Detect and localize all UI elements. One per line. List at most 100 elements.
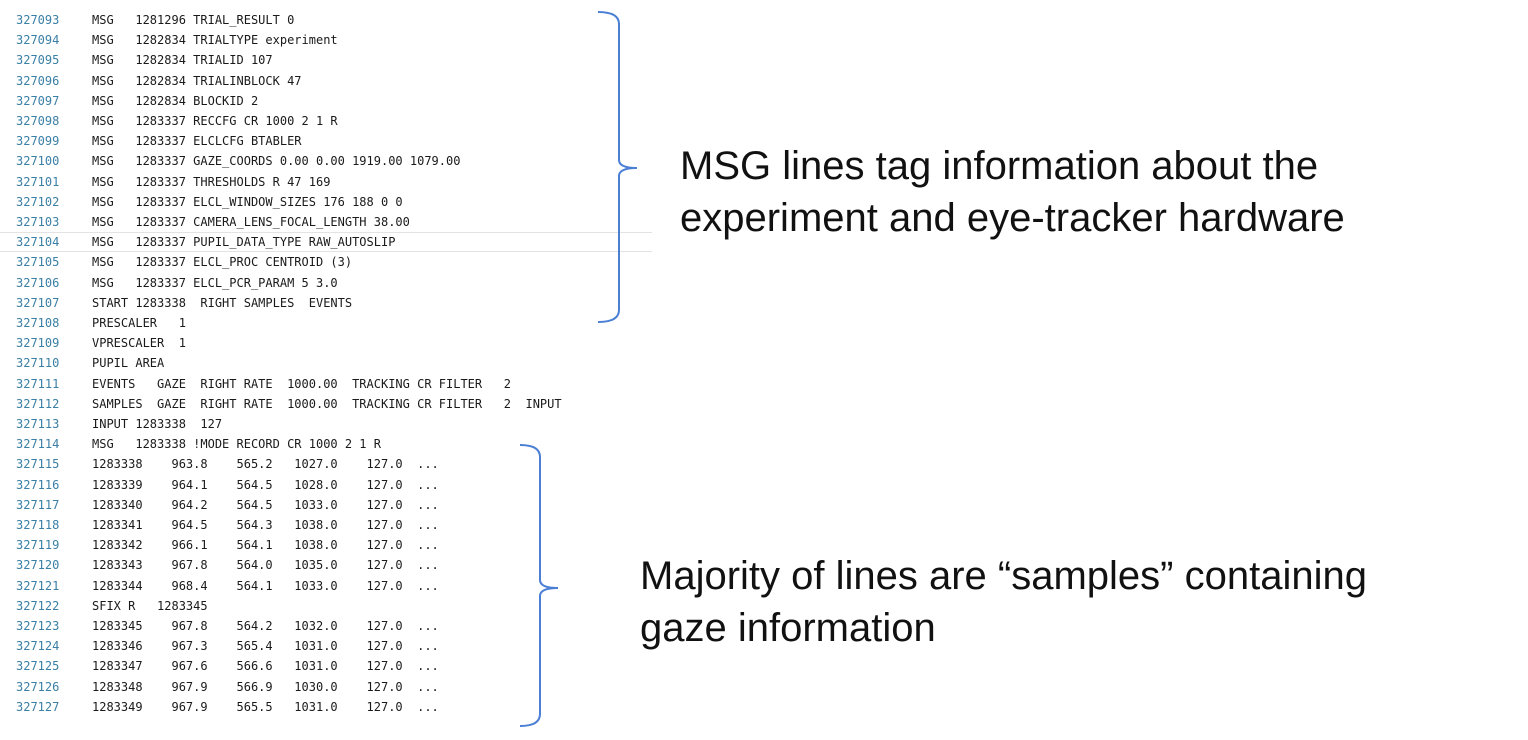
line-text: SFIX R 1283345 — [92, 598, 208, 613]
line-number: 327110 — [16, 356, 60, 371]
line-text: MSG 1283338 !MODE RECORD CR 1000 2 1 R — [92, 437, 381, 452]
line-number: 327116 — [16, 477, 60, 492]
log-line: 327111 EVENTS GAZE RIGHT RATE 1000.00 TRA… — [0, 374, 652, 394]
line-number: 327117 — [16, 497, 60, 512]
log-line: 327121 1283344 968.4 564.1 1033.0 127.0 .… — [0, 576, 652, 596]
line-text: 1283344 968.4 564.1 1033.0 127.0 ... — [92, 578, 439, 593]
line-text: PRESCALER 1 — [92, 316, 186, 330]
line-number: 327097 — [16, 93, 60, 108]
log-line: 327126 1283348 967.9 566.9 1030.0 127.0 .… — [0, 677, 652, 697]
log-line: 327110 PUPIL AREA — [0, 353, 652, 373]
log-line: 327114 MSG 1283338 !MODE RECORD CR 1000 2… — [0, 434, 652, 454]
log-line: 327124 1283346 967.3 565.4 1031.0 127.0 .… — [0, 636, 652, 656]
log-line: 327097 MSG 1282834 BLOCKID 2 — [0, 91, 652, 111]
line-text: 1283347 967.6 566.6 1031.0 127.0 ... — [92, 659, 439, 674]
line-number: 327127 — [16, 699, 60, 714]
line-number: 327102 — [16, 194, 60, 209]
log-line: 327095 MSG 1282834 TRIALID 107 — [0, 50, 652, 70]
line-text: 1283343 967.8 564.0 1035.0 127.0 ... — [92, 558, 439, 573]
log-line: 327106 MSG 1283337 ELCL_PCR_PARAM 5 3.0 — [0, 273, 652, 293]
log-line: 327105 MSG 1283337 ELCL_PROC CENTROID (3) — [0, 252, 652, 272]
log-line: 327122 SFIX R 1283345 — [0, 596, 652, 616]
line-text: MSG 1282834 TRIALINBLOCK 47 — [92, 73, 302, 88]
line-text: MSG 1282834 TRIALTYPE experiment — [92, 33, 338, 48]
line-text: 1283346 967.3 565.4 1031.0 127.0 ... — [92, 639, 439, 654]
line-number: 327120 — [16, 558, 60, 573]
line-text: MSG 1283337 CAMERA_LENS_FOCAL_LENGTH 38.… — [92, 215, 410, 229]
line-text: 1283345 967.8 564.2 1032.0 127.0 ... — [92, 619, 439, 633]
line-number: 327098 — [16, 114, 60, 128]
log-line: 327102 MSG 1283337 ELCL_WINDOW_SIZES 176 … — [0, 192, 652, 212]
log-line: 327116 1283339 964.1 564.5 1028.0 127.0 .… — [0, 475, 652, 495]
line-number: 327109 — [16, 336, 60, 351]
line-text: MSG 1283337 PUPIL_DATA_TYPE RAW_AUTOSLIP — [92, 235, 396, 250]
log-line: 327127 1283349 967.9 565.5 1031.0 127.0 .… — [0, 697, 652, 717]
log-line: 327098 MSG 1283337 RECCFG CR 1000 2 1 R — [0, 111, 652, 131]
line-number: 327101 — [16, 174, 60, 189]
log-line: 327096 MSG 1282834 TRIALINBLOCK 47 — [0, 71, 652, 91]
log-line: 327115 1283338 963.8 565.2 1027.0 127.0 .… — [0, 454, 652, 474]
log-line: 327118 1283341 964.5 564.3 1038.0 127.0 .… — [0, 515, 652, 535]
line-text: MSG 1283337 ELCLCFG BTABLER — [92, 134, 302, 149]
line-number: 327112 — [16, 396, 60, 411]
line-text: MSG 1281296 TRIAL_RESULT 0 — [92, 13, 295, 27]
line-text: MSG 1283337 ELCL_WINDOW_SIZES 176 188 0 … — [92, 194, 403, 209]
line-number: 327093 — [16, 13, 60, 27]
line-number: 327094 — [16, 33, 60, 48]
log-line: 327104 MSG 1283337 PUPIL_DATA_TYPE RAW_AU… — [0, 232, 652, 253]
log-line: 327093 MSG 1281296 TRIAL_RESULT 0 — [0, 10, 652, 30]
line-number: 327124 — [16, 639, 60, 654]
line-number: 327105 — [16, 255, 60, 270]
line-number: 327107 — [16, 295, 60, 310]
line-number: 327099 — [16, 134, 60, 149]
log-line: 327108 PRESCALER 1 — [0, 313, 652, 333]
line-text: SAMPLES GAZE RIGHT RATE 1000.00 TRACKING… — [92, 396, 562, 411]
log-line: 327120 1283343 967.8 564.0 1035.0 127.0 .… — [0, 555, 652, 575]
line-number: 327103 — [16, 215, 60, 229]
line-number: 327121 — [16, 578, 60, 593]
line-number: 327115 — [16, 457, 60, 472]
log-line: 327123 1283345 967.8 564.2 1032.0 127.0 .… — [0, 616, 652, 636]
line-text: MSG 1283337 RECCFG CR 1000 2 1 R — [92, 114, 338, 128]
line-number: 327111 — [16, 376, 60, 391]
line-text: MSG 1283337 ELCL_PCR_PARAM 5 3.0 — [92, 275, 338, 290]
line-number: 327114 — [16, 437, 60, 452]
line-text: MSG 1282834 TRIALID 107 — [92, 53, 273, 68]
line-number: 327108 — [16, 316, 60, 330]
line-text: VPRESCALER 1 — [92, 336, 186, 351]
line-text: 1283340 964.2 564.5 1033.0 127.0 ... — [92, 497, 439, 512]
line-text: MSG 1283337 THRESHOLDS R 47 169 — [92, 174, 331, 189]
log-line: 327094 MSG 1282834 TRIALTYPE experiment — [0, 30, 652, 50]
line-number: 327122 — [16, 598, 60, 613]
log-line: 327099 MSG 1283337 ELCLCFG BTABLER — [0, 131, 652, 151]
line-text: 1283348 967.9 566.9 1030.0 127.0 ... — [92, 679, 439, 694]
line-text: MSG 1282834 BLOCKID 2 — [92, 93, 259, 108]
line-number: 327125 — [16, 659, 60, 674]
log-line: 327103 MSG 1283337 CAMERA_LENS_FOCAL_LENG… — [0, 212, 652, 232]
line-number: 327123 — [16, 619, 60, 633]
line-number: 327119 — [16, 538, 60, 553]
msg-lines-brace — [597, 11, 638, 323]
line-number: 327106 — [16, 275, 60, 290]
log-line: 327100 MSG 1283337 GAZE_COORDS 0.00 0.00 … — [0, 151, 652, 171]
log-viewer: 327093 MSG 1281296 TRIAL_RESULT 0 327094 MS… — [0, 0, 660, 740]
line-number: 327126 — [16, 679, 60, 694]
samples-brace — [519, 444, 559, 727]
line-text: INPUT 1283338 127 — [92, 417, 223, 431]
log-line: 327117 1283340 964.2 564.5 1033.0 127.0 .… — [0, 495, 652, 515]
samples-annotation: Majority of lines are “samples” containi… — [640, 554, 1367, 650]
line-text: 1283339 964.1 564.5 1028.0 127.0 ... — [92, 477, 439, 492]
log-line: 327119 1283342 966.1 564.1 1038.0 127.0 .… — [0, 535, 652, 555]
line-number: 327096 — [16, 73, 60, 88]
line-text: MSG 1283337 ELCL_PROC CENTROID (3) — [92, 255, 353, 270]
line-text: EVENTS GAZE RIGHT RATE 1000.00 TRACKING … — [92, 376, 512, 391]
line-number: 327100 — [16, 154, 60, 169]
log-line: 327101 MSG 1283337 THRESHOLDS R 47 169 — [0, 172, 652, 192]
line-text: 1283342 966.1 564.1 1038.0 127.0 ... — [92, 538, 439, 553]
line-number: 327113 — [16, 417, 60, 431]
line-text: START 1283338 RIGHT SAMPLES EVENTS — [92, 295, 353, 310]
log-line: 327113 INPUT 1283338 127 — [0, 414, 652, 434]
line-text: 1283338 963.8 565.2 1027.0 127.0 ... — [92, 457, 439, 472]
line-number: 327104 — [16, 235, 60, 250]
